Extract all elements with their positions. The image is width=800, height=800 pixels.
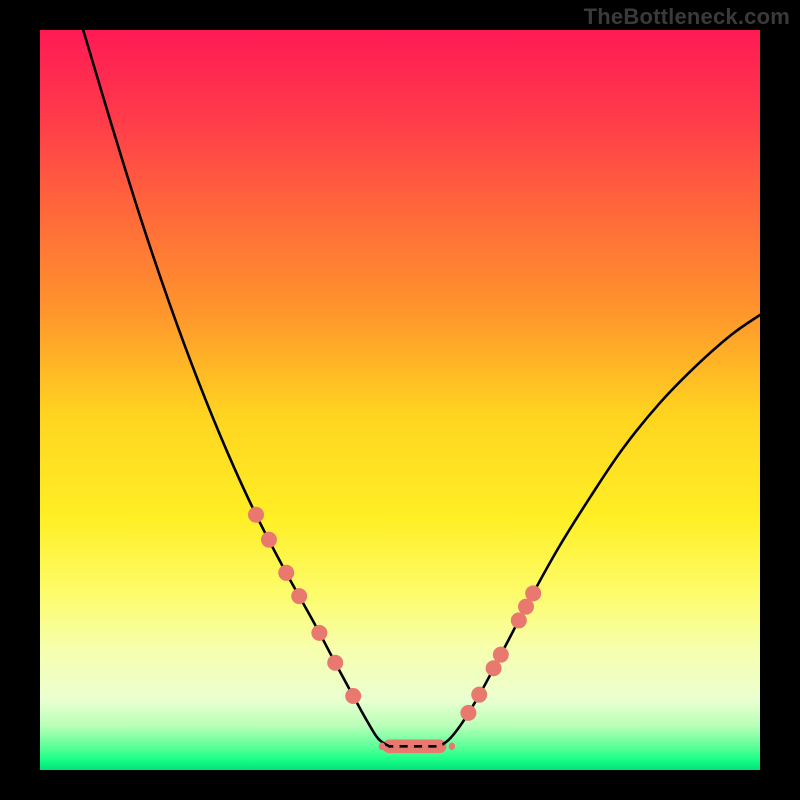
marker-flat: [408, 743, 414, 751]
marker-right: [525, 585, 541, 601]
marker-flat: [449, 743, 455, 751]
marker-left: [311, 625, 327, 641]
marker-left: [261, 532, 277, 548]
marker-left: [291, 588, 307, 604]
chart-svg: [40, 30, 760, 770]
marker-right: [486, 660, 502, 676]
marker-left: [345, 688, 361, 704]
marker-flat: [436, 743, 442, 751]
watermark-text: TheBottleneck.com: [584, 4, 790, 30]
bottleneck-curve-chart: [40, 30, 760, 770]
marker-right: [460, 705, 476, 721]
plot-background: [40, 30, 760, 770]
marker-right: [493, 647, 509, 663]
marker-left: [278, 565, 294, 581]
marker-left: [248, 507, 264, 523]
marker-left: [327, 655, 343, 671]
marker-flat: [422, 743, 428, 751]
marker-right: [511, 612, 527, 628]
marker-flat: [379, 743, 385, 751]
marker-flat: [393, 743, 399, 751]
marker-right: [471, 687, 487, 703]
